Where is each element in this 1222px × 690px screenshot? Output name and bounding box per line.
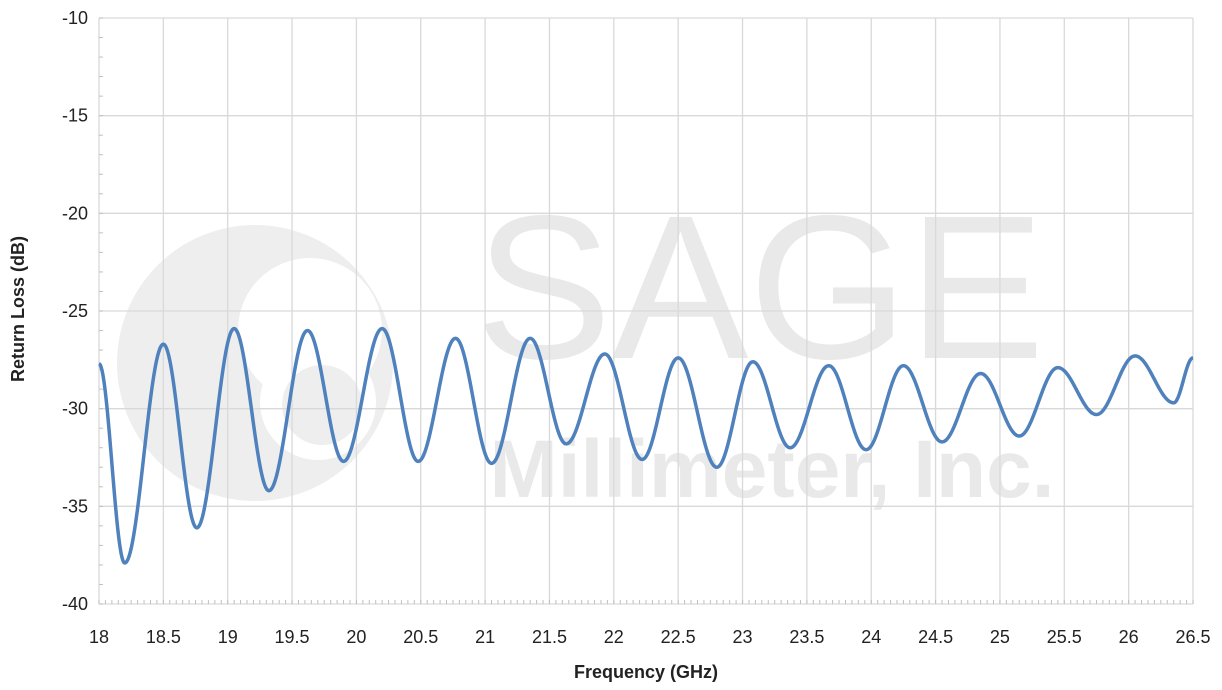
series-line-return-loss	[97, 326, 1195, 565]
x-tick-label-1: 18.5	[146, 627, 181, 647]
x-tick-label-11: 23.5	[789, 627, 824, 647]
x-tick-label-3: 19.5	[275, 627, 310, 647]
y-tick-label-2: -20	[62, 203, 88, 223]
x-tick-label-6: 21	[475, 627, 495, 647]
watermark-word: SAGE	[475, 173, 1045, 402]
y-tick-label-0: -10	[62, 8, 88, 28]
watermark-subtitle: Millimeter, Inc.	[489, 424, 1054, 515]
minor-ticks	[98, 17, 1194, 605]
x-tick-label-9: 22.5	[661, 627, 696, 647]
x-tick-label-14: 25	[990, 627, 1010, 647]
x-tick-label-16: 26	[1119, 627, 1139, 647]
y-tick-label-5: -35	[62, 496, 88, 516]
x-tick-label-5: 20.5	[403, 627, 438, 647]
x-tick-labels: 18 18.5 19 19.5 20 20.5 21 21.5 22 22.5 23 23.5 24 24…	[89, 627, 1211, 647]
x-axis-title: Frequency (GHz)	[574, 662, 718, 682]
y-axis-title: Return Loss (dB)	[8, 236, 28, 382]
x-tick-label-13: 24.5	[918, 627, 953, 647]
x-tick-label-8: 22	[604, 627, 624, 647]
y-tick-label-1: -15	[62, 106, 88, 126]
grid	[98, 17, 1194, 605]
x-tick-label-10: 23	[733, 627, 753, 647]
x-tick-label-4: 20	[346, 627, 366, 647]
watermark-logo: SAGE Millimeter, Inc.	[117, 173, 1055, 515]
x-tick-label-2: 19	[218, 627, 238, 647]
x-tick-label-17: 26.5	[1175, 627, 1210, 647]
x-tick-label-0: 18	[89, 627, 109, 647]
watermark-swirl-inner	[282, 365, 362, 445]
x-tick-label-15: 25.5	[1047, 627, 1082, 647]
y-tick-label-3: -25	[62, 301, 88, 321]
x-tick-label-7: 21.5	[532, 627, 567, 647]
y-tick-labels: -10 -15 -20 -25 -30 -35 -40	[62, 8, 88, 614]
x-tick-label-12: 24	[861, 627, 881, 647]
y-tick-label-6: -40	[62, 594, 88, 614]
y-tick-label-4: -30	[62, 399, 88, 419]
